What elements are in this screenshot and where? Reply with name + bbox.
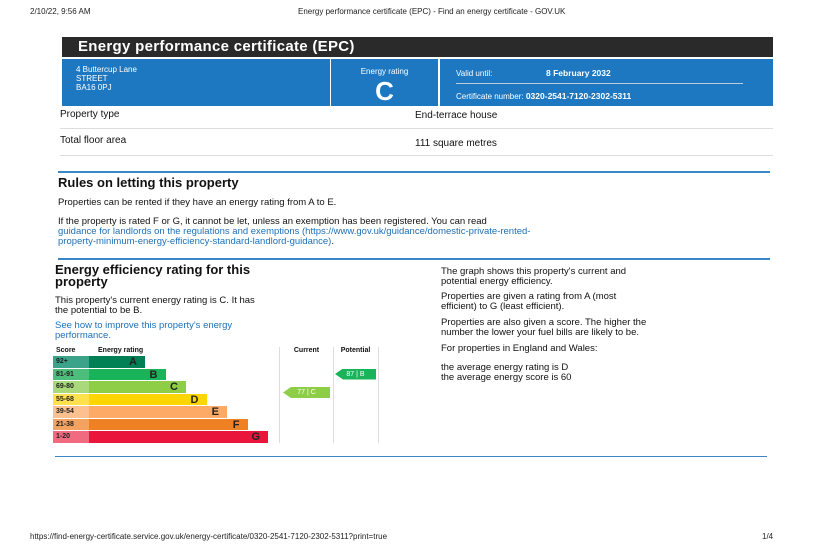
band-bar-A: A: [89, 356, 145, 368]
band-bar-C: C: [89, 381, 186, 393]
potential-header: Potential: [340, 347, 371, 354]
energy-rating-box: Energy rating C: [331, 59, 438, 106]
current-column: Current: [279, 347, 334, 443]
print-datetime: 2/10/22, 9:56 AM: [30, 7, 91, 16]
property-type-label: Property type: [60, 109, 120, 120]
efficiency-paragraph: This property's current energy rating is…: [55, 295, 255, 316]
current-rating-arrow: 77 | C: [283, 387, 330, 398]
current-header: Current: [293, 347, 320, 354]
address-box: 4 Buttercup Lane STREET BA16 0PJ: [62, 59, 330, 106]
band-score-E: 39-54: [53, 406, 89, 418]
band-bar-G: G: [89, 431, 268, 443]
address-line: BA16 0PJ: [76, 83, 112, 92]
energy-rating-value: C: [375, 76, 394, 106]
cert-number: 0320-2541-7120-2302-5311: [525, 91, 632, 101]
efficiency-heading: Energy efficiency rating for this propert…: [55, 262, 251, 289]
potential-column: Potential: [333, 347, 379, 443]
band-bar-F: F: [89, 418, 248, 430]
score-header: Score: [56, 347, 76, 354]
page-title: Energy performance certificate (EPC): [62, 37, 773, 57]
energy-rating-label: Energy rating: [360, 67, 409, 76]
rules-text: If the property is rated F or G, it cann…: [58, 216, 487, 227]
band-score-F: 21-38: [53, 418, 89, 430]
potential-rating-arrow: 87 | B: [335, 368, 376, 380]
band-score-C: 69-80: [53, 381, 89, 393]
rules-tail: .: [331, 236, 334, 247]
validity-box: Valid until: 8 February 2032 Certificate …: [440, 59, 773, 106]
band-bar-D: D: [89, 393, 207, 405]
valid-until-label: Valid until:: [456, 69, 493, 78]
floor-area-label: Total floor area: [60, 135, 127, 146]
section-divider: [58, 258, 770, 260]
address-line: STREET: [76, 74, 108, 83]
rating-header: Energy rating: [98, 347, 144, 354]
divider: [60, 128, 773, 129]
cert-number-label: Certificate number:: [456, 92, 524, 101]
section-divider: [58, 171, 770, 173]
valid-until-date: 8 February 2032: [546, 68, 611, 78]
divider: [60, 155, 773, 156]
band-score-G: 1-20: [53, 431, 89, 443]
section-divider: [55, 456, 767, 457]
rules-heading: Rules on letting this property: [58, 175, 239, 190]
band-bar-E: E: [89, 406, 227, 418]
improve-performance-link[interactable]: See how to improve this property's energ…: [55, 320, 233, 341]
explanation-1: The graph shows this property's current …: [441, 266, 627, 287]
page-number: 1/4: [762, 532, 774, 541]
energy-rating-chart: Score Energy rating Current Potential 92…: [53, 347, 379, 445]
property-type-value: End-terrace house: [415, 110, 498, 121]
band-score-D: 55-68: [53, 393, 89, 405]
print-url: https://find-energy-certificate.service.…: [30, 532, 388, 541]
print-page-title: Energy performance certificate (EPC) - F…: [298, 7, 566, 16]
explanation-3: Properties are also given a score. The h…: [441, 317, 647, 338]
explanation-2: Properties are given a rating from A (mo…: [441, 291, 617, 312]
address-line: 4 Buttercup Lane: [76, 65, 137, 74]
band-bar-B: B: [89, 368, 166, 380]
explanation-4: For properties in England and Wales:: [441, 343, 598, 354]
band-score-B: 81-91: [53, 368, 89, 380]
floor-area-value: 111 square metres: [415, 138, 497, 149]
rules-paragraph-2: If the property is rated F or G, it cann…: [58, 217, 773, 247]
rules-paragraph-1: Properties can be rented if they have an…: [58, 197, 337, 208]
landlord-guidance-link[interactable]: guidance for landlords on the regulation…: [58, 226, 531, 247]
band-score-A: 92+: [53, 356, 89, 368]
